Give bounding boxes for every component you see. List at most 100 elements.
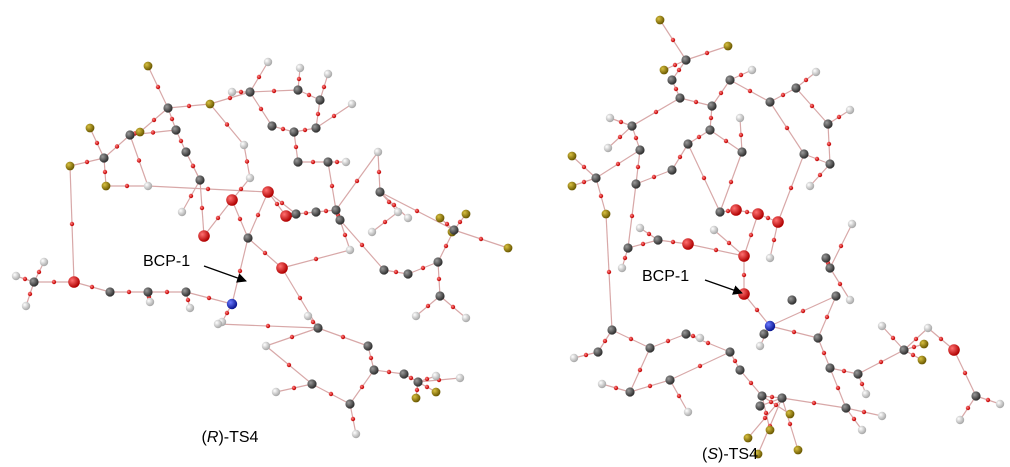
bond-critical-point [962, 370, 968, 376]
carbon-atom [841, 403, 851, 413]
bond-critical-point [425, 303, 431, 309]
carbon-atom [825, 159, 835, 169]
carbon-atom [323, 157, 333, 167]
bond-critical-point [811, 400, 817, 406]
bond-critical-point [780, 92, 786, 98]
bond-critical-point [424, 376, 430, 382]
bond-critical-point [809, 103, 815, 109]
hydrogen-atom [367, 227, 377, 237]
carbon-atom [399, 369, 409, 379]
carbon-atom [313, 323, 323, 333]
bond-critical-point [321, 84, 327, 90]
carbon-atom [777, 393, 787, 403]
carbon-atom [625, 387, 635, 397]
bond-critical-point [297, 295, 303, 301]
bond-critical-point [637, 367, 643, 373]
bond-critical-point [676, 393, 682, 399]
carbon-atom [667, 165, 677, 175]
carbon-atom [971, 391, 981, 401]
fluorine-atom [143, 61, 153, 71]
bond-critical-point [391, 202, 397, 208]
hydrogen-atom [373, 147, 383, 157]
carbon-atom [765, 97, 775, 107]
carbon-atom [823, 119, 833, 129]
carbon-atom [311, 123, 321, 133]
oxygen-atom [738, 288, 750, 300]
hydrogen-atom [227, 87, 237, 97]
carbon-atom [379, 265, 389, 275]
molecule-r-ts4 [11, 57, 513, 439]
bond-critical-point [814, 156, 820, 162]
carbon-atom [29, 277, 39, 287]
bond-critical-point [878, 359, 884, 365]
carbon-atom [105, 287, 115, 297]
bond-critical-point [224, 122, 230, 127]
bond-critical-point [386, 199, 392, 205]
carbon-atom [631, 179, 641, 189]
bond-critical-point [696, 134, 702, 140]
bond-critical-point [238, 186, 244, 192]
hydrogen-atom [303, 311, 313, 321]
fluorine-atom [793, 445, 803, 455]
bond-critical-point [227, 95, 233, 101]
carbon-atom [369, 365, 379, 375]
oxygen-atom [280, 210, 292, 222]
bond-critical-point [280, 126, 286, 132]
bond-critical-point [36, 269, 42, 275]
oxygen-atom [198, 230, 210, 242]
bond-critical-point [185, 297, 191, 303]
hydrogen-atom [877, 321, 887, 331]
fluorine-atom [411, 393, 421, 403]
fluorine-atom [567, 151, 577, 161]
bond-critical-point [985, 397, 991, 403]
bond-critical-point [310, 159, 316, 165]
carbon-atom [125, 130, 135, 140]
hydrogen-atom [145, 297, 155, 307]
hydrogen-atom [877, 411, 887, 421]
bond-critical-point [262, 250, 268, 256]
hydrogen-atom [143, 181, 153, 191]
carbon-atom [725, 75, 735, 85]
bond-critical-point [826, 141, 832, 147]
bond-critical-point [206, 295, 212, 301]
carbon-atom [195, 175, 205, 185]
bond-critical-point [150, 130, 156, 135]
bond-critical-point [824, 314, 830, 320]
fluorine-atom [567, 181, 577, 191]
bcp-label: BCP-1 [143, 253, 190, 270]
hydrogen-atom [857, 425, 867, 435]
oxygen-atom [226, 194, 238, 206]
carbon-atom [413, 377, 423, 387]
fluorine-atom [205, 99, 215, 109]
hydrogen-atom [455, 373, 465, 383]
nitrogen-atom [764, 320, 776, 332]
bond-critical-point [744, 209, 750, 215]
bond-critical-point [697, 363, 703, 369]
carbon-atom [307, 379, 317, 389]
carbon-atom [293, 85, 303, 95]
bond-critical-point [306, 92, 312, 98]
bond-critical-point [382, 219, 388, 225]
hydrogen-atom [805, 181, 815, 191]
bond-critical-point [329, 183, 335, 189]
carbon-atom [143, 287, 153, 297]
hydrogen-atom [271, 387, 281, 397]
hydrogen-atom [709, 225, 719, 235]
carbon-atom [831, 291, 841, 301]
bond-critical-point [265, 323, 271, 329]
carbon-atom [787, 295, 797, 305]
hydrogen-atom [695, 333, 705, 343]
bond-critical-point [821, 350, 827, 356]
bond-critical-point [124, 183, 130, 189]
oxygen-atom [276, 262, 288, 274]
carbon-atom [403, 269, 413, 279]
carbon-atom [593, 347, 603, 357]
carbon-atom [345, 399, 355, 409]
carbon-atom [757, 391, 767, 401]
bond-critical-point [618, 119, 624, 125]
bond-critical-point [331, 113, 337, 119]
bond-critical-point [725, 208, 731, 214]
bcp-label: BCP-1 [642, 268, 689, 285]
bond-critical-point [237, 268, 243, 274]
bond-critical-point [289, 334, 295, 340]
